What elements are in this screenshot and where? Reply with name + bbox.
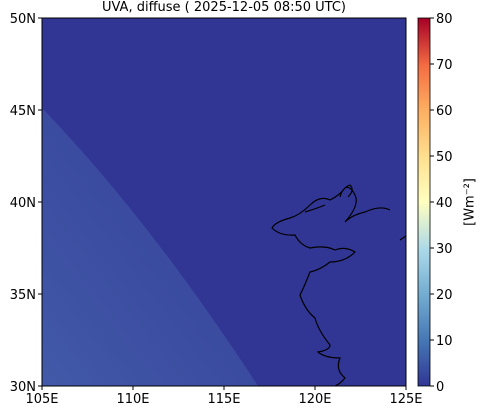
x-tick-label: 110E bbox=[116, 392, 149, 407]
y-tick-label: 45N bbox=[10, 104, 36, 119]
colorbar-tick-label: 0 bbox=[436, 380, 444, 395]
colorbar bbox=[417, 17, 431, 387]
colorbar-tick-label: 70 bbox=[436, 58, 453, 73]
title: UVA, diffuse ( 2025-12-05 08:50 UTC) bbox=[102, 0, 346, 15]
radiation-gradient bbox=[42, 108, 258, 386]
y-tick-label: 30N bbox=[10, 380, 36, 395]
colorbar-label: [Wm⁻²] bbox=[463, 178, 478, 226]
y-tick-label: 50N bbox=[10, 12, 36, 27]
colorbar-tick-label: 20 bbox=[436, 288, 453, 303]
y-tick-label: 35N bbox=[10, 288, 36, 303]
y-tick-label: 40N bbox=[10, 196, 36, 211]
colorbar-tick-label: 80 bbox=[436, 12, 453, 27]
x-tick-label: 125E bbox=[389, 392, 422, 407]
colorbar-tick-label: 10 bbox=[436, 334, 453, 349]
colorbar-tick-label: 50 bbox=[436, 150, 453, 165]
coastline bbox=[271, 184, 407, 387]
colorbar-tick-label: 30 bbox=[436, 242, 453, 257]
x-tick-label: 105E bbox=[25, 392, 58, 407]
x-tick-label: 120E bbox=[298, 392, 331, 407]
colorbar-tick-label: 40 bbox=[436, 196, 453, 211]
colorbar-tick-label: 60 bbox=[436, 104, 453, 119]
x-tick-label: 115E bbox=[207, 392, 240, 407]
